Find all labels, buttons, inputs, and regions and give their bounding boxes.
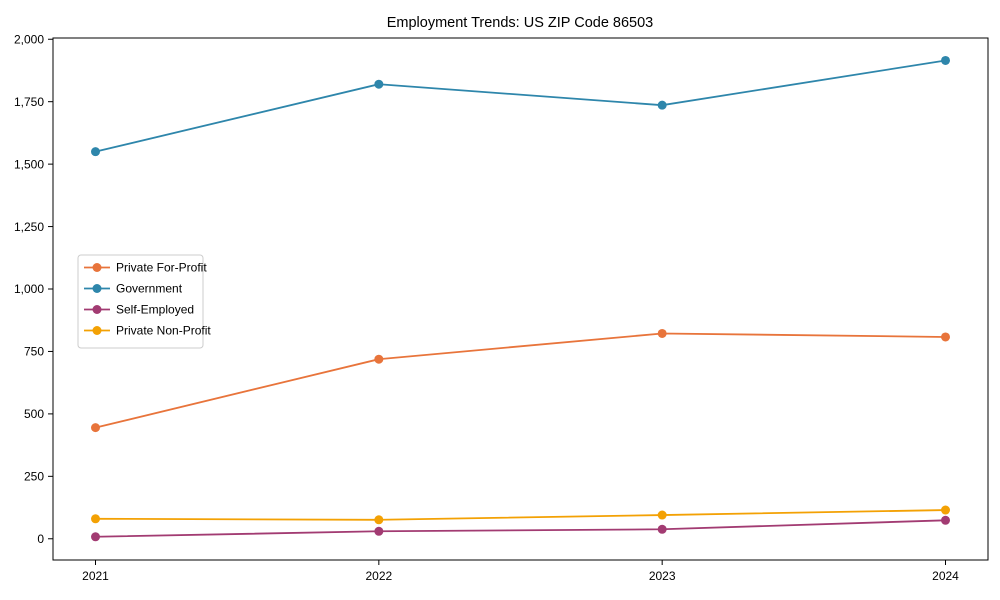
y-axis: 0 250 500 750 1,000 1,250 1,500 1,750 2,000 (14, 32, 53, 546)
y-tick-label: 1,000 (14, 282, 44, 296)
series-government (91, 55, 950, 157)
series-marker-private-non-profit (941, 505, 950, 515)
series-line-self-employed (94, 519, 947, 538)
series-line-private-non-profit (94, 509, 947, 521)
legend-box (77, 254, 204, 349)
legend: Private For-Profit Government Self-Employe… (77, 254, 211, 349)
legend-item-private-non-profit: Private Non-Profit (84, 324, 211, 338)
series-marker-self-employed (657, 524, 667, 534)
series-marker-private-for-profit (91, 423, 100, 433)
series-marker-private-for-profit (374, 354, 384, 364)
series-marker-government (374, 79, 384, 89)
series-marker-government (941, 55, 950, 65)
legend-label: Private Non-Profit (116, 324, 211, 338)
x-tick-label: 2024 (932, 569, 959, 583)
y-tick-label: 1,500 (14, 157, 44, 171)
legend-marker-swatch (92, 305, 102, 314)
legend-label: Government (116, 282, 183, 296)
series-marker-government (657, 100, 667, 110)
series-marker-government (91, 147, 100, 157)
x-tick-label: 2022 (365, 569, 392, 583)
series-marker-private-for-profit (941, 332, 950, 342)
x-axis: 2021 2022 2023 2024 (82, 560, 959, 583)
legend-marker-swatch (92, 326, 102, 335)
y-tick-label: 750 (24, 345, 44, 359)
series-line-government (94, 59, 947, 153)
legend-marker-swatch (92, 284, 102, 293)
series-private-non-profit (91, 505, 950, 525)
legend-item-private-for-profit: Private For-Profit (84, 261, 207, 275)
x-tick-label: 2021 (82, 569, 109, 583)
legend-marker-swatch (92, 263, 102, 272)
series-self-employed (91, 515, 950, 542)
legend-label: Private For-Profit (116, 261, 207, 275)
series-marker-self-employed (91, 532, 100, 542)
series-line-private-for-profit (94, 332, 947, 429)
y-tick-label: 2,000 (14, 32, 44, 46)
series-marker-private-non-profit (91, 514, 100, 524)
legend-item-government: Government (84, 282, 183, 296)
series-marker-self-employed (374, 526, 384, 536)
y-tick-label: 250 (24, 470, 44, 484)
series-marker-private-for-profit (657, 328, 667, 338)
series-marker-self-employed (941, 515, 950, 525)
chart-title: Employment Trends: US ZIP Code 86503 (387, 15, 654, 31)
legend-item-self-employed: Self-Employed (84, 303, 194, 317)
x-tick-label: 2023 (649, 569, 676, 583)
legend-label: Self-Employed (116, 303, 194, 317)
y-tick-label: 500 (24, 407, 44, 421)
y-tick-label: 0 (37, 532, 44, 546)
y-tick-label: 1,250 (14, 220, 44, 234)
y-tick-label: 1,750 (14, 95, 44, 109)
series-marker-private-non-profit (657, 510, 667, 520)
series-marker-private-non-profit (374, 515, 384, 525)
series-private-for-profit (91, 328, 950, 433)
